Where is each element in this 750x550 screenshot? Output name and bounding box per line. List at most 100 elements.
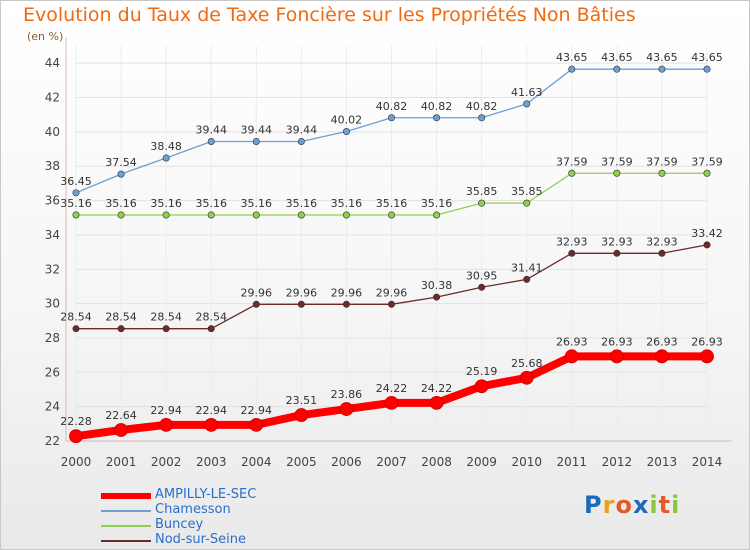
data-label: 32.93 bbox=[556, 235, 588, 248]
legend-label: Chamesson bbox=[155, 502, 231, 517]
y-tick-label: 36 bbox=[45, 194, 60, 208]
y-tick-label: 44 bbox=[45, 56, 60, 70]
data-label: 37.59 bbox=[601, 155, 633, 168]
data-label: 37.59 bbox=[691, 155, 723, 168]
y-tick-label: 38 bbox=[45, 159, 60, 173]
y-tick-label: 32 bbox=[45, 262, 60, 276]
data-point bbox=[613, 169, 621, 177]
data-point bbox=[72, 211, 80, 219]
data-label: 33.42 bbox=[691, 227, 723, 240]
data-point bbox=[297, 211, 305, 219]
data-point bbox=[387, 300, 395, 308]
data-label: 35.16 bbox=[60, 197, 92, 210]
data-label: 29.96 bbox=[376, 286, 408, 299]
data-label: 35.85 bbox=[466, 185, 498, 198]
data-point bbox=[249, 417, 264, 432]
data-point bbox=[658, 65, 666, 73]
data-point bbox=[162, 211, 170, 219]
data-point bbox=[474, 379, 489, 394]
data-point bbox=[613, 65, 621, 73]
data-label: 35.16 bbox=[421, 197, 453, 210]
data-point bbox=[297, 137, 305, 145]
data-point bbox=[387, 114, 395, 122]
proxiti-logo: Proxiti bbox=[584, 491, 681, 519]
x-tick-label: 2000 bbox=[61, 455, 92, 469]
data-label: 24.22 bbox=[376, 382, 408, 395]
data-point bbox=[433, 293, 441, 301]
data-point bbox=[297, 300, 305, 308]
data-point bbox=[478, 114, 486, 122]
x-tick-label: 2006 bbox=[331, 455, 362, 469]
x-tick-label: 2003 bbox=[196, 455, 227, 469]
y-tick-label: 28 bbox=[45, 331, 60, 345]
data-label: 28.54 bbox=[150, 311, 182, 324]
data-point bbox=[564, 349, 579, 364]
data-label: 41.63 bbox=[511, 86, 543, 99]
data-label: 28.54 bbox=[105, 311, 137, 324]
data-label: 22.28 bbox=[60, 415, 92, 428]
data-point bbox=[207, 137, 215, 145]
data-label: 29.96 bbox=[241, 286, 273, 299]
data-label: 31.41 bbox=[511, 261, 543, 274]
data-label: 43.65 bbox=[556, 51, 588, 64]
y-tick-label: 42 bbox=[45, 91, 60, 105]
data-label: 35.16 bbox=[150, 197, 182, 210]
data-point bbox=[252, 211, 260, 219]
data-label: 37.54 bbox=[105, 156, 137, 169]
data-label: 26.93 bbox=[556, 335, 588, 348]
data-label: 38.48 bbox=[150, 140, 182, 153]
data-point bbox=[519, 370, 534, 385]
data-label: 35.16 bbox=[286, 197, 318, 210]
x-tick-label: 2011 bbox=[557, 455, 588, 469]
y-tick-label: 26 bbox=[45, 365, 60, 379]
data-point bbox=[159, 417, 174, 432]
data-label: 26.93 bbox=[601, 335, 633, 348]
data-label: 35.16 bbox=[331, 197, 363, 210]
data-point bbox=[72, 189, 80, 197]
data-point bbox=[703, 241, 711, 249]
legend-label: Buncey bbox=[155, 517, 204, 532]
data-point bbox=[700, 349, 714, 364]
y-unit-label: (en %) bbox=[27, 30, 64, 43]
x-tick-label: 2007 bbox=[376, 455, 407, 469]
x-tick-label: 2002 bbox=[151, 455, 182, 469]
data-point bbox=[568, 249, 576, 257]
y-tick-label: 24 bbox=[45, 400, 60, 414]
x-tick-label: 2009 bbox=[466, 455, 497, 469]
y-tick-label: 40 bbox=[45, 125, 60, 139]
data-label: 32.93 bbox=[646, 235, 678, 248]
data-point bbox=[162, 325, 170, 333]
data-label: 43.65 bbox=[691, 51, 723, 64]
data-point bbox=[609, 349, 624, 364]
data-label: 35.85 bbox=[511, 185, 543, 198]
data-label: 29.96 bbox=[286, 286, 318, 299]
data-label: 36.45 bbox=[60, 175, 92, 188]
y-tick-label: 34 bbox=[45, 228, 60, 242]
data-label: 39.44 bbox=[241, 123, 273, 136]
data-label: 43.65 bbox=[646, 51, 678, 64]
data-label: 35.16 bbox=[195, 197, 227, 210]
data-point bbox=[429, 395, 444, 410]
data-label: 43.65 bbox=[601, 51, 633, 64]
data-point bbox=[387, 211, 395, 219]
y-tick-label: 22 bbox=[45, 434, 60, 448]
data-point bbox=[162, 154, 170, 162]
data-point bbox=[568, 65, 576, 73]
data-label: 40.82 bbox=[376, 100, 408, 113]
y-tick-label: 30 bbox=[45, 297, 60, 311]
data-point bbox=[117, 170, 125, 178]
data-label: 37.59 bbox=[646, 155, 678, 168]
data-label: 26.93 bbox=[691, 335, 723, 348]
data-point bbox=[339, 402, 354, 416]
data-point bbox=[252, 137, 260, 145]
data-label: 25.19 bbox=[466, 365, 498, 378]
chart-title: Evolution du Taux de Taxe Foncière sur l… bbox=[23, 4, 636, 26]
data-point bbox=[613, 249, 621, 257]
data-point bbox=[384, 395, 399, 410]
x-tick-label: 2012 bbox=[602, 455, 633, 469]
data-label: 22.64 bbox=[105, 409, 137, 422]
x-tick-label: 2001 bbox=[106, 455, 137, 469]
data-label: 25.68 bbox=[511, 357, 543, 370]
